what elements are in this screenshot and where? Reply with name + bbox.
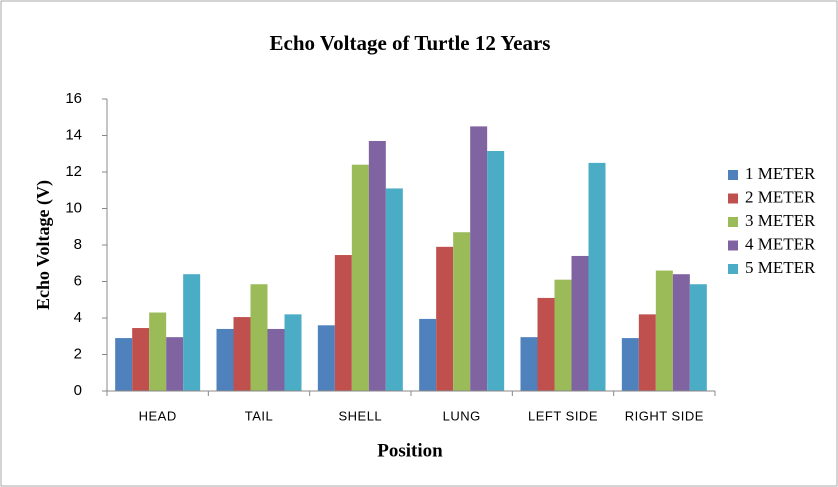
bar — [149, 312, 167, 391]
bar — [166, 337, 184, 391]
legend-swatch — [728, 264, 738, 274]
y-tick-label: 8 — [74, 236, 82, 253]
y-tick-label: 4 — [74, 309, 82, 326]
y-axis-label: Echo Voltage (V) — [33, 180, 54, 310]
x-axis-label: Position — [377, 440, 443, 461]
bar — [470, 126, 488, 391]
bar — [554, 279, 572, 391]
legend-swatch — [728, 193, 738, 204]
bar — [132, 328, 150, 391]
bar — [351, 164, 369, 391]
legend-label: 2 METER — [745, 187, 816, 206]
bar — [183, 274, 201, 391]
bar — [115, 338, 133, 391]
bar — [385, 188, 403, 391]
legend-label: 3 METER — [745, 211, 816, 230]
legend-label: 1 METER — [745, 164, 816, 183]
y-tick-label: 12 — [65, 163, 82, 180]
legend-label: 4 METER — [745, 234, 816, 253]
bar — [537, 297, 555, 391]
y-tick-label: 14 — [65, 126, 82, 143]
x-tick-label: RIGHT SIDE — [625, 408, 704, 423]
bar — [233, 317, 251, 391]
bar — [267, 328, 285, 391]
bar — [487, 151, 505, 391]
y-tick-label: 0 — [74, 382, 82, 399]
chart-title: Echo Voltage of Turtle 12 Years — [270, 31, 551, 55]
bar — [368, 140, 386, 391]
legend-swatch — [728, 217, 738, 227]
bar — [571, 255, 589, 391]
legend-swatch — [728, 170, 738, 180]
x-tick-label: LUNG — [443, 408, 481, 423]
bar — [689, 284, 707, 391]
bar — [453, 232, 471, 391]
x-tick-label: SHELL — [338, 408, 382, 423]
y-tick-label: 16 — [65, 90, 82, 107]
bar — [334, 255, 352, 391]
bar — [621, 338, 639, 391]
bar — [317, 325, 335, 391]
x-tick-label: HEAD — [139, 408, 177, 423]
legend-swatch — [728, 240, 738, 251]
bar — [419, 318, 437, 391]
bar — [436, 246, 454, 391]
bar — [216, 328, 234, 391]
x-tick-label: TAIL — [245, 408, 274, 423]
bar — [588, 162, 606, 391]
bar — [250, 284, 268, 391]
legend-label: 5 METER — [745, 258, 816, 277]
bar — [655, 270, 673, 391]
y-tick-label: 2 — [74, 345, 82, 362]
bar — [672, 274, 690, 391]
bar — [520, 337, 538, 391]
y-tick-label: 10 — [65, 199, 82, 216]
bar — [284, 314, 302, 391]
x-tick-label: LEFT SIDE — [528, 408, 598, 423]
bar — [638, 314, 656, 391]
y-tick-label: 6 — [74, 272, 82, 289]
